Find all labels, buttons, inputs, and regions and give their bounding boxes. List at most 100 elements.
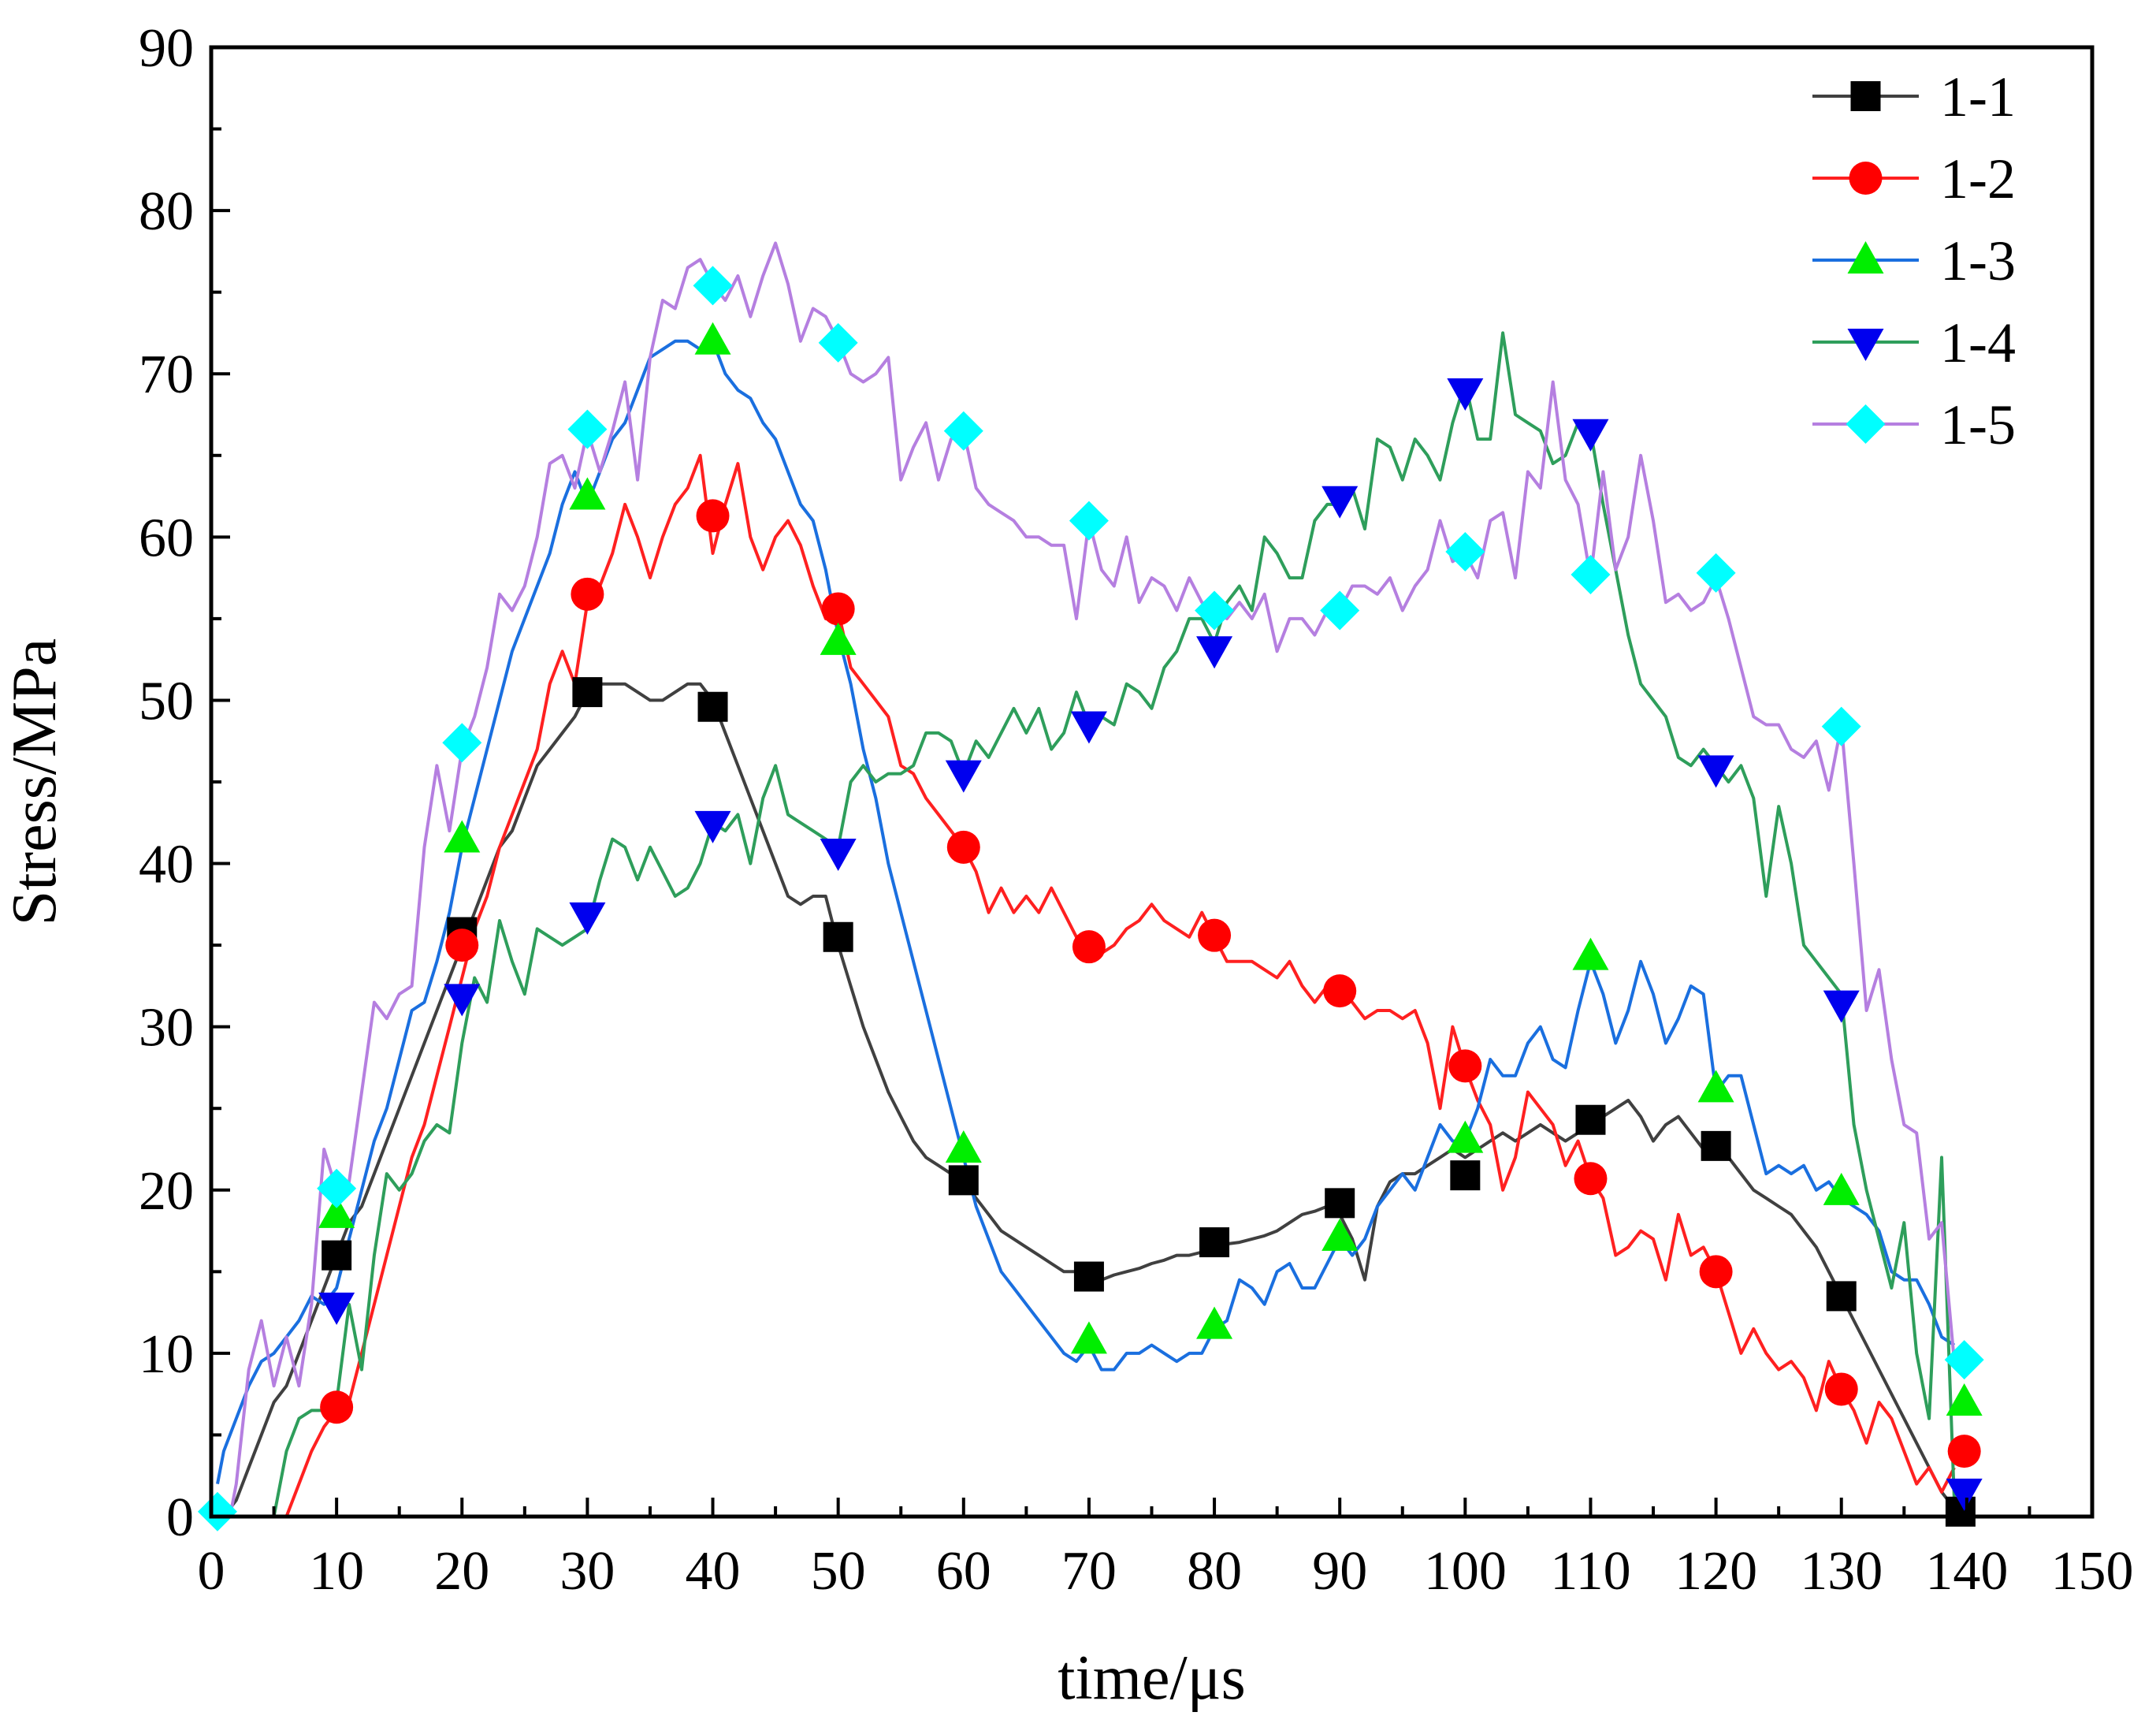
data-point-1-5: [1944, 1340, 1984, 1380]
data-point-1-5: [1069, 501, 1109, 541]
y-tick-label: 30: [139, 998, 194, 1059]
legend-label-1-2: 1-2: [1940, 147, 2016, 210]
x-tick-label: 60: [936, 1541, 991, 1602]
data-point-1-5: [1320, 590, 1360, 631]
y-tick-label: 0: [166, 1487, 194, 1548]
y-tick-label: 60: [139, 508, 194, 568]
data-point-1-3: [1946, 1383, 1983, 1416]
legend-label-1-4: 1-4: [1940, 311, 2016, 374]
legend: 1-1 1-2 1-3 1-4 1-5: [1812, 65, 2016, 456]
data-point-1-1: [1199, 1227, 1230, 1258]
data-point-1-4: [1572, 419, 1609, 452]
data-point-1-1: [1450, 1160, 1481, 1191]
data-point-1-2: [1574, 1162, 1608, 1196]
x-tick-label: 10: [309, 1541, 364, 1602]
series-line-1-4: [272, 331, 1956, 1517]
data-point-1-4: [1321, 486, 1359, 519]
x-axis: 0 10 20 30 40 50 60 70 80 90 100 110 120 130 140 150: [198, 1498, 2134, 1602]
data-point-1-3: [444, 820, 481, 853]
x-tick-label: 0: [198, 1541, 225, 1602]
data-point-1-3: [945, 1130, 982, 1163]
data-point-1-2: [320, 1390, 354, 1424]
x-tick-label: 80: [1187, 1541, 1242, 1602]
data-point-1-1: [1826, 1281, 1857, 1312]
legend-marker-1-4: [1847, 329, 1884, 361]
x-tick-label: 130: [1800, 1541, 1883, 1602]
data-point-1-1: [948, 1165, 979, 1196]
data-point-1-2: [1448, 1049, 1482, 1083]
data-point-1-5: [442, 723, 482, 763]
data-point-1-5: [943, 411, 983, 451]
y-tick-label: 10: [139, 1324, 194, 1385]
x-tick-label: 50: [811, 1541, 866, 1602]
x-tick-label: 140: [1925, 1541, 2008, 1602]
data-point-1-4: [1196, 636, 1233, 669]
data-point-1-3: [569, 477, 606, 510]
data-point-1-5: [567, 409, 608, 449]
legend-marker-1-3: [1847, 241, 1884, 274]
data-point-1-4: [1447, 378, 1484, 411]
x-tick-label: 100: [1424, 1541, 1507, 1602]
data-point-1-4: [1946, 1478, 1983, 1511]
x-tick-label: 110: [1550, 1541, 1630, 1602]
data-point-1-2: [696, 499, 730, 533]
data-point-1-1: [1325, 1188, 1355, 1219]
data-point-1-1: [572, 677, 603, 708]
data-point-1-4: [820, 839, 857, 872]
data-point-1-5: [1696, 553, 1736, 593]
data-point-1-5: [1445, 531, 1485, 571]
data-point-1-3: [820, 622, 857, 655]
data-point-1-3: [1070, 1321, 1107, 1354]
data-point-1-3: [1196, 1306, 1233, 1339]
data-point-1-1: [697, 691, 728, 722]
data-point-1-3: [318, 1195, 355, 1228]
data-point-1-4: [444, 984, 481, 1017]
x-axis-title: time/μs: [1058, 1643, 1245, 1713]
data-point-1-5: [1195, 590, 1235, 631]
x-tick-label: 150: [2051, 1541, 2134, 1602]
x-tick-label: 70: [1061, 1541, 1117, 1602]
y-axis-title: Stress/MPa: [0, 638, 69, 926]
y-axis: 0 10 20 30 40 50 60 70 80 90: [139, 18, 230, 1548]
data-point-1-2: [1824, 1372, 1858, 1406]
legend-marker-1-5: [1846, 404, 1886, 444]
data-point-1-4: [569, 902, 606, 935]
data-point-1-4: [1697, 755, 1734, 788]
data-point-1-2: [946, 830, 980, 864]
data-point-1-4: [1823, 990, 1860, 1023]
y-tick-label: 40: [139, 835, 194, 895]
data-point-1-2: [1072, 930, 1106, 964]
data-point-1-4: [318, 1292, 355, 1325]
data-point-1-5: [693, 266, 733, 306]
data-point-1-3: [1823, 1172, 1860, 1205]
data-point-1-5: [1571, 554, 1611, 594]
legend-label-1-3: 1-3: [1940, 229, 2016, 292]
data-point-1-3: [1697, 1070, 1734, 1103]
data-point-1-5: [1821, 706, 1861, 746]
y-tick-label: 90: [139, 18, 194, 79]
y-tick-label: 80: [139, 181, 194, 242]
series-markers: [197, 266, 1984, 1532]
series-line-1-2: [284, 453, 1956, 1517]
data-point-1-2: [1699, 1255, 1733, 1289]
legend-label-1-1: 1-1: [1940, 65, 2016, 128]
legend-label-1-5: 1-5: [1940, 393, 2016, 456]
data-point-1-1: [1575, 1104, 1606, 1135]
data-point-1-5: [317, 1168, 357, 1208]
data-point-1-3: [1447, 1120, 1484, 1153]
data-point-1-2: [1947, 1435, 1981, 1468]
data-point-1-4: [1070, 711, 1107, 744]
y-tick-label: 20: [139, 1161, 194, 1222]
legend-marker-1-1: [1850, 81, 1881, 111]
y-tick-label: 50: [139, 671, 194, 731]
data-point-1-1: [1073, 1261, 1104, 1292]
data-point-1-5: [197, 1491, 237, 1532]
data-point-1-3: [1321, 1218, 1359, 1251]
x-tick-label: 120: [1675, 1541, 1757, 1602]
data-point-1-2: [445, 929, 479, 962]
x-tick-label: 20: [434, 1541, 489, 1602]
data-point-1-5: [818, 322, 858, 363]
data-point-1-4: [945, 760, 982, 793]
